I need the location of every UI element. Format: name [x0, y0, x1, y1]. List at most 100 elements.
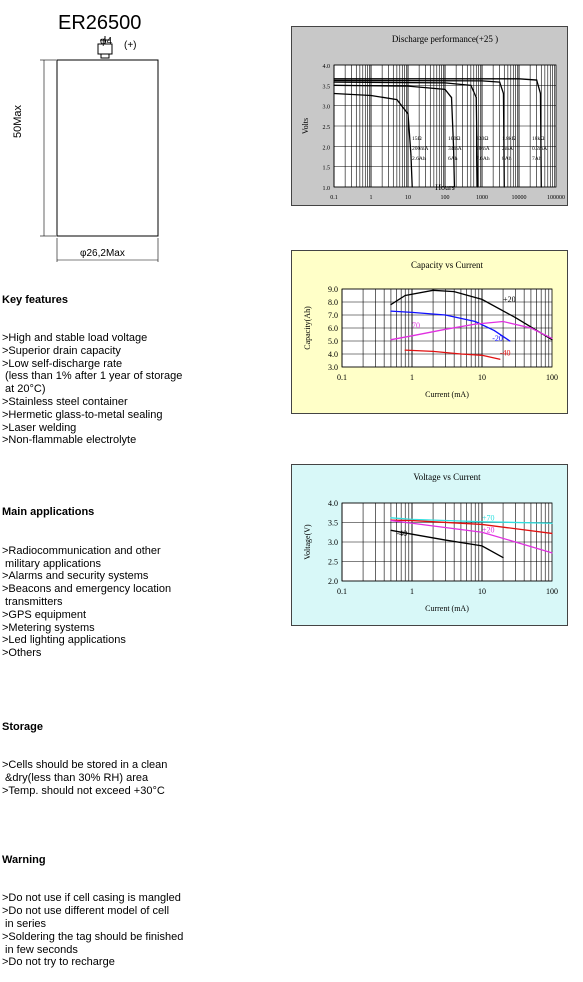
x-tick-label: 0.1 [330, 195, 338, 201]
data-point [450, 96, 453, 99]
main-applications-heading: Main applications [2, 506, 95, 519]
data-point [499, 358, 501, 360]
data-point [551, 337, 553, 339]
storage-heading: Storage [2, 721, 43, 734]
data-point [502, 92, 505, 95]
polarity-label: (+) [124, 40, 137, 51]
data-point [530, 327, 532, 329]
data-point [481, 354, 483, 356]
y-tick-label: 3.0 [328, 538, 338, 547]
data-point [390, 529, 392, 531]
x-tick-label: 100 [546, 587, 558, 596]
data-point [390, 517, 392, 519]
series-line [390, 517, 553, 524]
legend-cell: 15Ω [412, 136, 422, 142]
data-point [444, 88, 446, 90]
data-point [444, 82, 446, 84]
data-point [481, 545, 483, 547]
data-point [551, 532, 553, 535]
y-tick-label: 1.0 [323, 186, 331, 192]
y-axis-label: Capacity(Ah) [303, 306, 312, 350]
x-tick-label: 1 [410, 373, 414, 382]
data-point [333, 84, 335, 86]
data-point [333, 78, 335, 80]
data-point [481, 531, 483, 533]
warning-item: in series [2, 918, 47, 931]
data-point [474, 323, 476, 325]
storage-item: >Cells should be stored in a clean [2, 759, 168, 772]
series-label: 70 [412, 321, 420, 330]
legend-cell: 2mA [502, 146, 513, 152]
model-title: ER26500 [58, 12, 142, 34]
capacity-chart: Capacity vs Current 0.1 1 10 100 3.0 4.0 5.0 6.0… [303, 260, 558, 399]
data-point [404, 349, 406, 351]
key-feature-item: >High and stable load voltage [2, 331, 148, 344]
application-item: >Metering systems [2, 621, 95, 634]
y-tick-label: 3.5 [323, 84, 331, 90]
data-point [551, 522, 553, 524]
data-point [551, 339, 553, 341]
data-point [390, 310, 392, 312]
application-item: >Radiocommunication and other [2, 544, 161, 557]
x-axis-label: Hours [435, 183, 455, 192]
warning-item: >Do not try to recharge [2, 956, 115, 969]
warning-item: >Soldering the tag should be finished [2, 930, 184, 943]
x-tick-label: 100 [441, 195, 450, 201]
data-point [444, 539, 446, 541]
data-point [460, 353, 462, 355]
storage-item: &dry(less than 30% RH) area [2, 772, 149, 785]
legend-cell: 2.6Ah [412, 156, 426, 162]
data-point [481, 298, 483, 300]
key-feature-item: >Laser welding [2, 421, 77, 434]
key-feature-item: at 20°C) [2, 383, 46, 396]
key-feature-item: >Superior drain capacity [2, 344, 121, 357]
key-features-heading: Key features [2, 293, 69, 306]
data-point [390, 304, 392, 306]
legend-cell: 200mA [412, 146, 429, 152]
data-point [444, 314, 446, 316]
series-label: -20 [492, 334, 503, 343]
data-point [540, 186, 542, 188]
warning-heading: Warning [2, 854, 46, 867]
x-tick-label: 10 [478, 373, 486, 382]
series-line [390, 310, 511, 342]
legend-cell: 8Ah [502, 156, 512, 162]
dim-height: 50Max [12, 104, 24, 138]
warning-item: in few seconds [2, 943, 78, 956]
data-point [514, 541, 516, 543]
main-applications-list: >Radiocommunication and other military a… [2, 545, 183, 660]
chart-title: Voltage vs Current [413, 472, 481, 482]
chart-title: Capacity vs Current [411, 260, 483, 270]
data-point [502, 320, 504, 323]
series-line [333, 84, 456, 188]
y-tick-label: 3.5 [328, 519, 338, 528]
y-axis-label: Voltage(V) [303, 524, 312, 560]
x-tick-label: 10000 [512, 195, 527, 201]
data-point [370, 94, 372, 97]
application-item: >Others [2, 647, 42, 660]
data-point [453, 186, 456, 188]
dim-top: φ4 [100, 36, 113, 47]
y-tick-label: 9.0 [328, 285, 338, 294]
key-features-section: Key features >High and stable load volta… [2, 268, 183, 982]
data-point [432, 289, 434, 291]
x-axis-label: Current (mA) [425, 390, 469, 399]
data-point [518, 78, 520, 80]
series-line [390, 519, 553, 535]
x-tick-label: 100 [546, 373, 558, 382]
data-point [481, 80, 483, 82]
x-tick-label: 0.1 [337, 587, 347, 596]
key-feature-item: >Non-flammable electrolyte [2, 434, 137, 447]
y-tick-label: 1.5 [323, 166, 331, 172]
y-tick-label: 5.0 [328, 337, 338, 346]
data-point [452, 145, 455, 147]
series-label: -40 [500, 348, 511, 357]
data-point [499, 81, 501, 83]
series-label: +20 [482, 525, 495, 534]
data-point [432, 350, 434, 352]
series-label: +20 [503, 295, 516, 304]
key-feature-item: (less than 1% after 1 year of storage [2, 370, 183, 383]
data-point [503, 186, 505, 188]
y-tick-label: 4.0 [328, 499, 338, 508]
y-tick-label: 6.0 [328, 324, 338, 333]
